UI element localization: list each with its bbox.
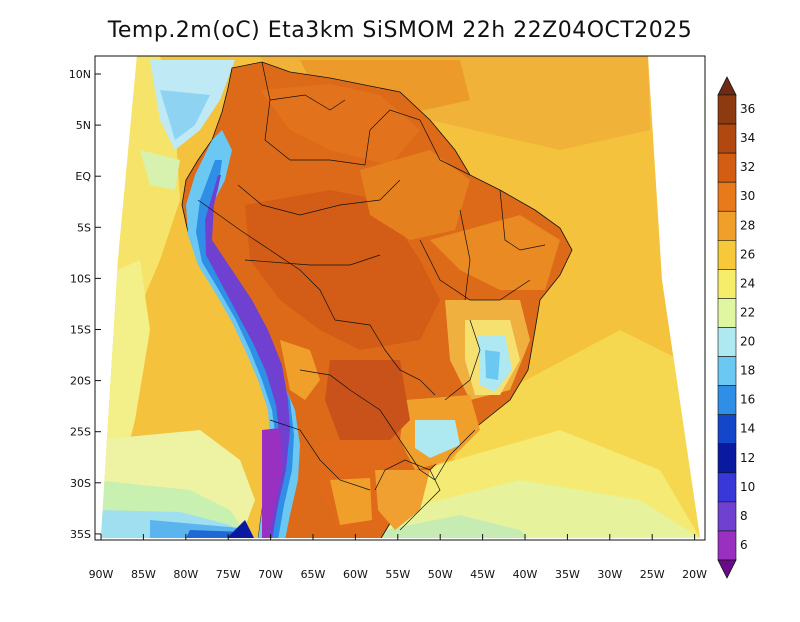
colorbar-label: 34 <box>740 131 755 145</box>
lat-tick-label: 35S <box>70 528 91 541</box>
colorbar-label: 22 <box>740 305 755 319</box>
lon-tick-label: 75W <box>216 568 241 581</box>
lat-tick-label: 20S <box>70 375 91 388</box>
lon-tick-label: 70W <box>258 568 283 581</box>
colorbar-label: 28 <box>740 218 755 232</box>
colorbar-segment <box>717 298 737 328</box>
colorbar-segment <box>717 269 737 299</box>
lon-tick-label: 60W <box>343 568 368 581</box>
colorbar-segment <box>717 181 737 212</box>
latitude-axis: 10N 5N EQ 5S 10S 15S 20S 25S 30S 35S <box>69 68 101 541</box>
lat-tick-label: 5S <box>77 221 91 234</box>
lon-tick-label: 65W <box>301 568 326 581</box>
lat-tick-label: EQ <box>75 170 91 183</box>
colorbar: 36 34 32 30 28 26 24 22 20 18 16 14 12 10 8 6 <box>717 76 755 579</box>
colorbar-label: 16 <box>740 393 755 407</box>
colorbar-label: 10 <box>740 480 755 494</box>
lon-tick-label: 25W <box>640 568 665 581</box>
colorbar-label: 24 <box>740 276 755 290</box>
colorbar-label: 14 <box>740 422 755 436</box>
colorbar-segment <box>717 210 737 241</box>
lon-tick-label: 45W <box>470 568 495 581</box>
country-borders <box>197 61 546 531</box>
lon-tick-label: 40W <box>513 568 538 581</box>
map-title: Temp.2m(oC) Eta3km SiSMOM 22h 22Z04OCT20… <box>107 18 693 43</box>
colorbar-segment <box>717 240 737 270</box>
colorbar-label: 30 <box>740 189 755 203</box>
lon-tick-label: 20W <box>682 568 707 581</box>
map-frame <box>94 55 706 541</box>
colorbar-label: 18 <box>740 364 755 378</box>
lat-tick-label: 5N <box>76 119 91 132</box>
colorbar-label: 6 <box>740 538 748 552</box>
lat-tick-label: 10S <box>70 272 91 285</box>
lon-tick-label: 90W <box>89 568 114 581</box>
colorbar-segment <box>717 152 737 183</box>
colorbar-top-arrow <box>717 76 737 96</box>
lon-tick-label: 55W <box>385 568 410 581</box>
south-america-landmass <box>181 61 573 538</box>
colorbar-label: 8 <box>740 509 748 523</box>
lon-tick-label: 35W <box>555 568 580 581</box>
colorbar-segment <box>717 443 737 474</box>
colorbar-segment <box>717 530 737 561</box>
colorbar-label: 26 <box>740 247 755 261</box>
longitude-axis: 90W 85W 80W 75W 70W 65W 60W 55W 50W 45W 40W 35W 30W 2… <box>89 534 707 581</box>
colorbar-segment <box>717 501 737 532</box>
lat-tick-label: 25S <box>70 426 91 439</box>
lat-tick-label: 30S <box>70 477 91 490</box>
colorbar-label: 36 <box>740 102 755 116</box>
lat-tick-label: 15S <box>70 324 91 337</box>
colorbar-label: 20 <box>740 335 755 349</box>
lat-tick-label: 10N <box>69 68 91 81</box>
lon-tick-label: 80W <box>173 568 198 581</box>
colorbar-segment <box>717 414 737 445</box>
colorbar-segment <box>717 94 737 125</box>
colorbar-label: 12 <box>740 451 755 465</box>
lon-tick-label: 50W <box>428 568 453 581</box>
lon-tick-label: 30W <box>597 568 622 581</box>
colorbar-bottom-arrow <box>717 559 737 579</box>
colorbar-segment <box>717 123 737 154</box>
colorbar-label: 32 <box>740 160 755 174</box>
colorbar-segment <box>717 327 737 357</box>
lon-tick-label: 85W <box>131 568 156 581</box>
colorbar-segment <box>717 356 737 386</box>
colorbar-segment <box>717 472 737 503</box>
colorbar-segment <box>717 385 737 415</box>
